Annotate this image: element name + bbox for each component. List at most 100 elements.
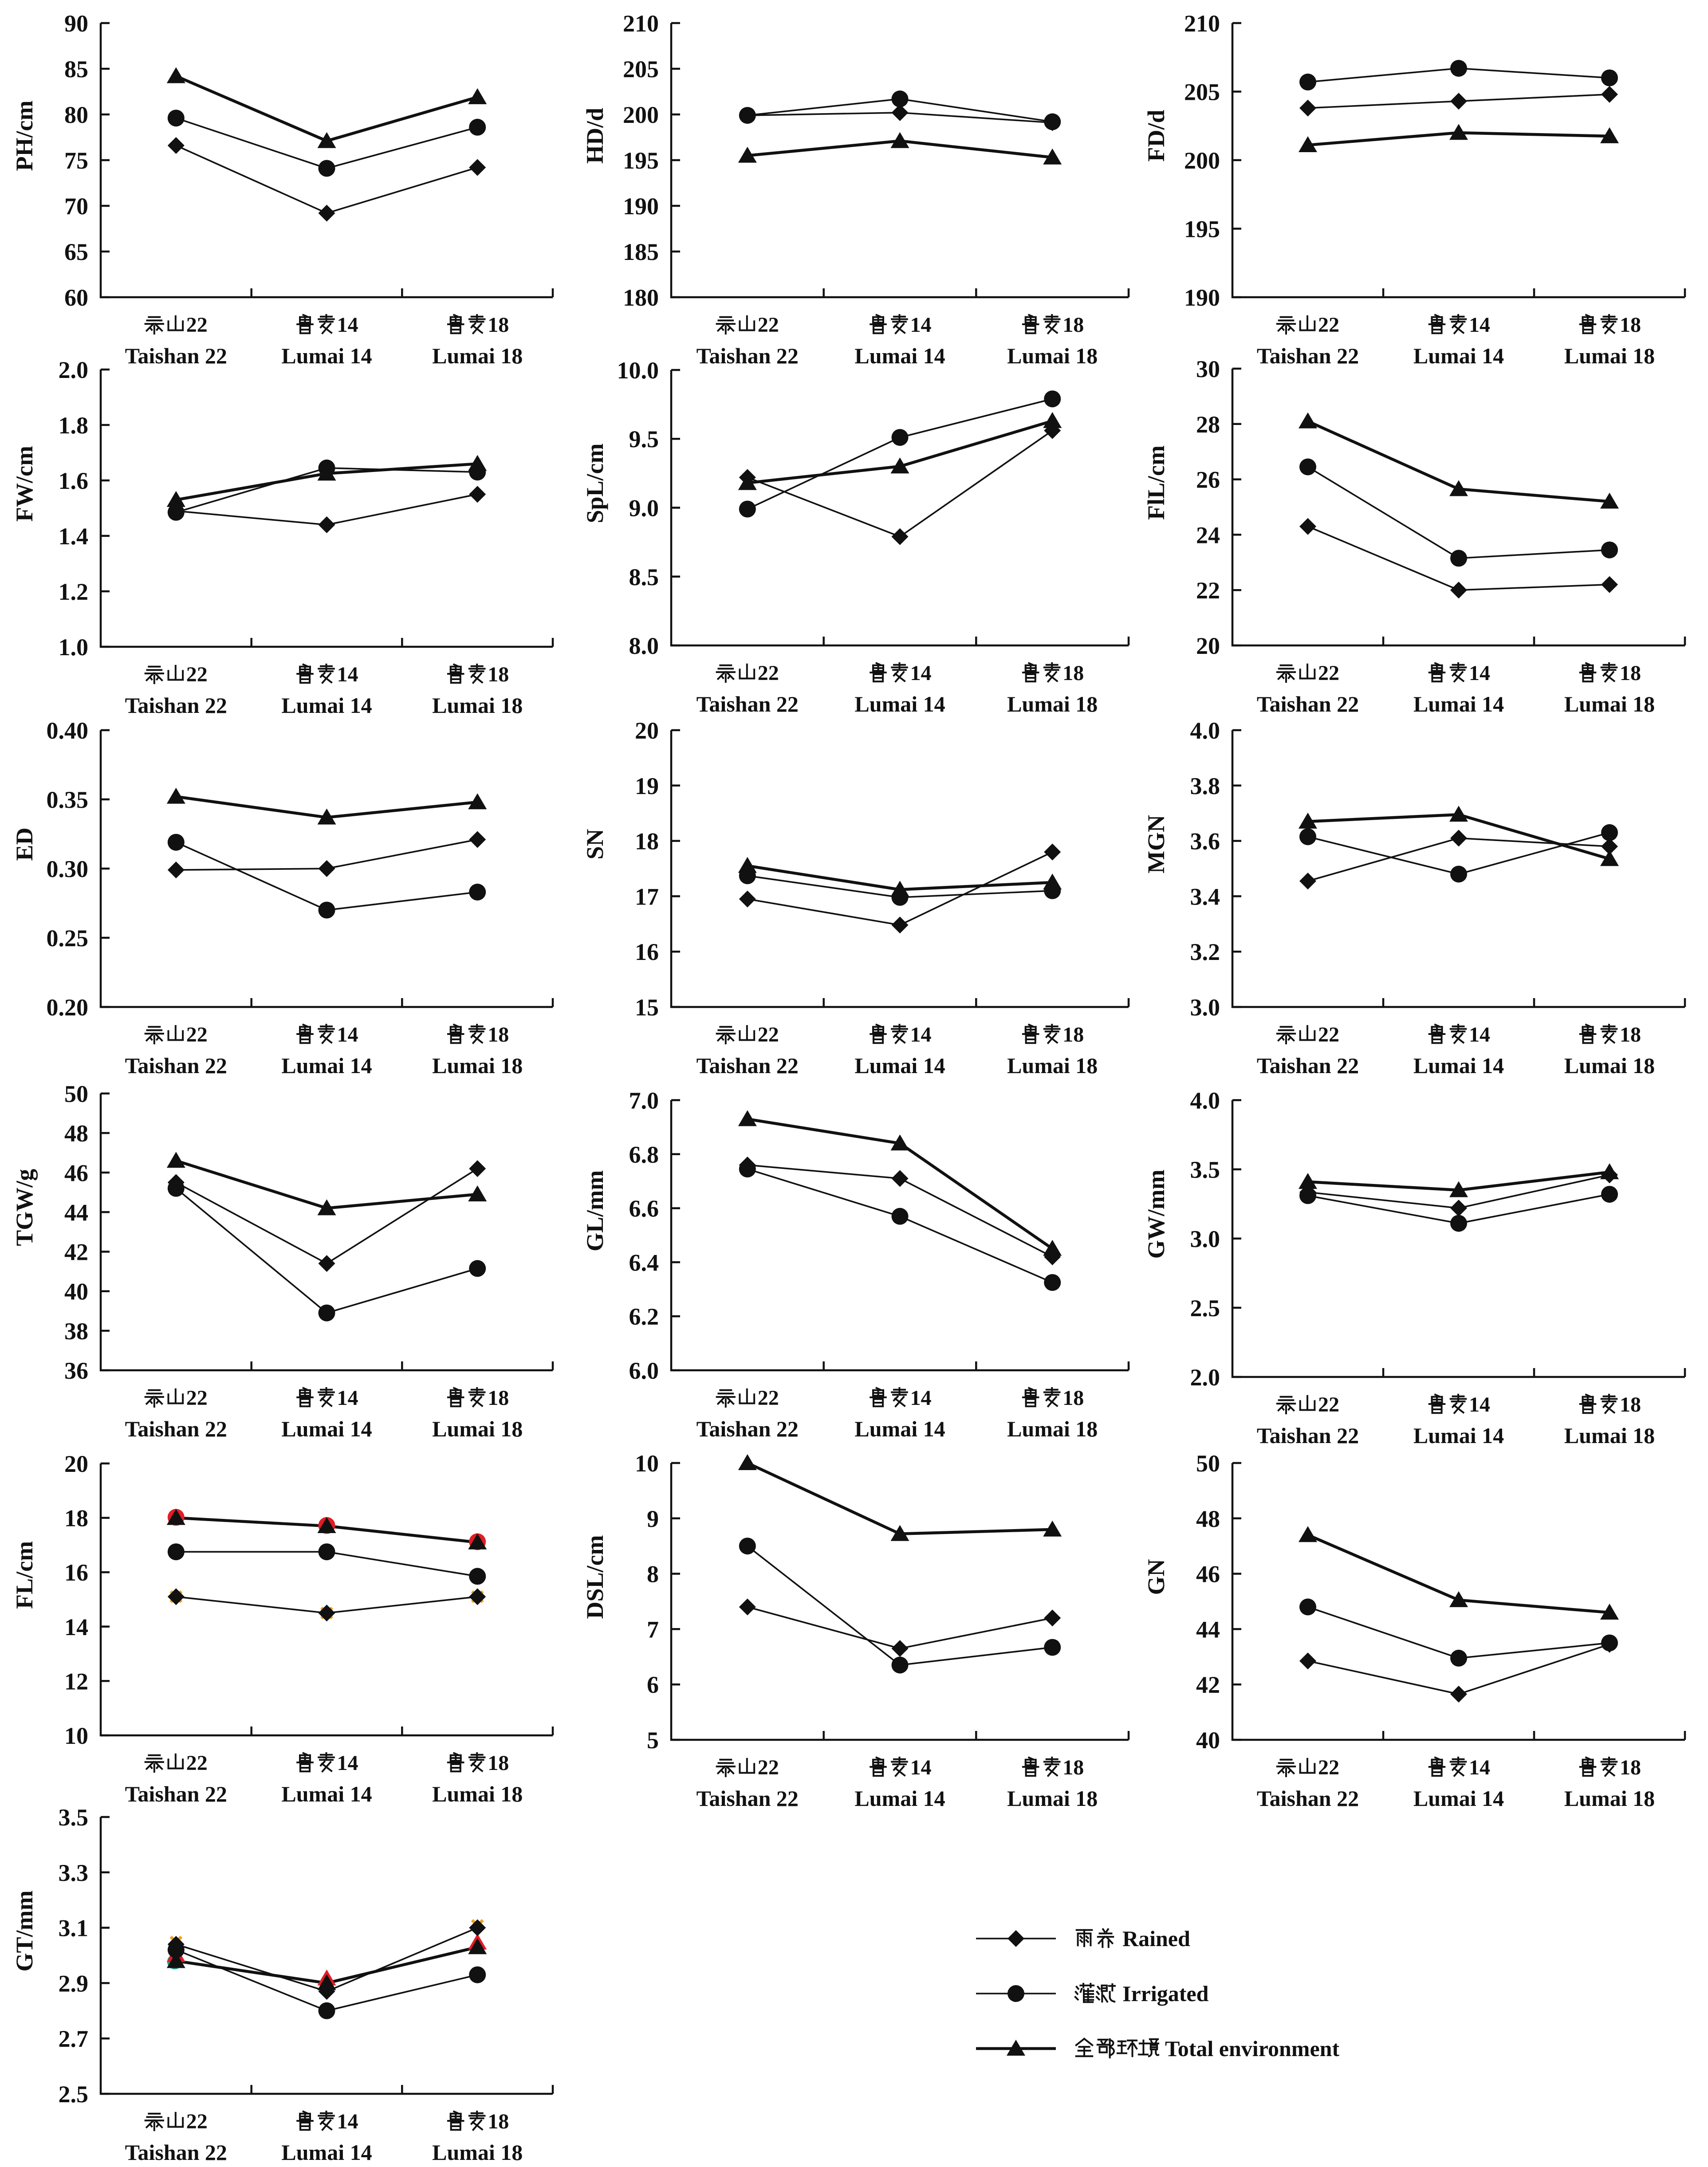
svg-text:44: 44 bbox=[1196, 1616, 1220, 1643]
svg-text:Lumai 18: Lumai 18 bbox=[1007, 1786, 1098, 1811]
svg-text:42: 42 bbox=[64, 1239, 88, 1266]
svg-text:48: 48 bbox=[1196, 1506, 1220, 1532]
svg-text:22: 22 bbox=[1196, 577, 1220, 604]
svg-text:6.4: 6.4 bbox=[629, 1249, 659, 1276]
svg-text:Lumai 14: Lumai 14 bbox=[1413, 1786, 1504, 1811]
svg-text:10: 10 bbox=[635, 1450, 659, 1477]
svg-text:3.1: 3.1 bbox=[59, 1915, 89, 1942]
svg-text:180: 180 bbox=[623, 284, 659, 311]
svg-text:6.0: 6.0 bbox=[629, 1357, 659, 1384]
svg-text:TGW/g: TGW/g bbox=[11, 1169, 38, 1246]
svg-text:3.0: 3.0 bbox=[1190, 994, 1220, 1021]
svg-text:80: 80 bbox=[64, 102, 88, 128]
svg-text:Lumai 14: Lumai 14 bbox=[281, 1053, 372, 1078]
svg-text:18: 18 bbox=[64, 1505, 88, 1532]
svg-text:22: 22 bbox=[186, 1751, 208, 1775]
svg-text:Lumai 18: Lumai 18 bbox=[1007, 1053, 1098, 1078]
svg-text:6: 6 bbox=[647, 1671, 659, 1698]
svg-text:36: 36 bbox=[64, 1357, 88, 1384]
svg-text:2.9: 2.9 bbox=[59, 1970, 89, 1997]
svg-text:0.20: 0.20 bbox=[47, 994, 89, 1021]
svg-text:Taishan 22: Taishan 22 bbox=[125, 1053, 227, 1078]
svg-text:200: 200 bbox=[1184, 147, 1220, 174]
svg-text:FlL/cm: FlL/cm bbox=[1143, 445, 1169, 520]
svg-text:3.6: 3.6 bbox=[1190, 828, 1220, 855]
svg-text:18: 18 bbox=[1620, 661, 1641, 685]
svg-text:9: 9 bbox=[647, 1506, 659, 1532]
svg-text:5: 5 bbox=[647, 1727, 659, 1754]
svg-text:14: 14 bbox=[337, 313, 358, 337]
svg-text:GT/mm: GT/mm bbox=[11, 1890, 38, 1971]
svg-text:20: 20 bbox=[635, 717, 659, 744]
svg-text:1.6: 1.6 bbox=[59, 468, 89, 494]
svg-text:26: 26 bbox=[1196, 467, 1220, 493]
svg-text:1.4: 1.4 bbox=[59, 523, 89, 550]
svg-text:38: 38 bbox=[64, 1318, 88, 1345]
svg-text:22: 22 bbox=[758, 1023, 779, 1046]
svg-text:22: 22 bbox=[758, 1756, 779, 1779]
svg-text:Lumai 14: Lumai 14 bbox=[854, 692, 945, 716]
svg-text:FW/cm: FW/cm bbox=[11, 446, 38, 522]
svg-text:22: 22 bbox=[1318, 1393, 1339, 1416]
svg-text:18: 18 bbox=[488, 1023, 509, 1046]
svg-text:16: 16 bbox=[635, 939, 659, 965]
svg-text:Lumai 14: Lumai 14 bbox=[281, 2140, 372, 2165]
svg-text:2.0: 2.0 bbox=[1190, 1364, 1220, 1391]
svg-text:22: 22 bbox=[1318, 1756, 1339, 1779]
svg-text:18: 18 bbox=[488, 1751, 509, 1775]
svg-text:3.3: 3.3 bbox=[59, 1860, 89, 1886]
svg-text:40: 40 bbox=[1196, 1727, 1220, 1754]
svg-text:Lumai 14: Lumai 14 bbox=[281, 1782, 372, 1806]
svg-text:3.5: 3.5 bbox=[59, 1804, 89, 1831]
svg-text:Lumai 18: Lumai 18 bbox=[1564, 692, 1655, 716]
svg-text:Taishan 22: Taishan 22 bbox=[1257, 692, 1359, 716]
svg-text:46: 46 bbox=[64, 1160, 88, 1186]
svg-text:46: 46 bbox=[1196, 1561, 1220, 1588]
svg-text:PH/cm: PH/cm bbox=[11, 101, 38, 171]
svg-text:DSL/cm: DSL/cm bbox=[582, 1535, 608, 1619]
svg-text:19: 19 bbox=[635, 773, 659, 799]
svg-text:Taishan 22: Taishan 22 bbox=[697, 1416, 799, 1441]
svg-text:1.0: 1.0 bbox=[59, 634, 89, 661]
svg-text:GL/mm: GL/mm bbox=[582, 1170, 608, 1251]
svg-text:Lumai 18: Lumai 18 bbox=[1007, 343, 1098, 368]
svg-text:Lumai 14: Lumai 14 bbox=[1413, 1423, 1504, 1448]
svg-text:Rained: Rained bbox=[1122, 1926, 1190, 1951]
svg-text:200: 200 bbox=[623, 102, 659, 128]
svg-text:70: 70 bbox=[64, 193, 88, 220]
svg-text:Lumai 18: Lumai 18 bbox=[432, 693, 523, 718]
svg-text:Lumai 18: Lumai 18 bbox=[1564, 1053, 1655, 1078]
svg-text:22: 22 bbox=[186, 1023, 208, 1046]
svg-text:9.5: 9.5 bbox=[629, 426, 659, 452]
svg-text:0.25: 0.25 bbox=[47, 925, 89, 952]
svg-text:14: 14 bbox=[910, 1023, 932, 1046]
svg-text:14: 14 bbox=[337, 2110, 358, 2133]
svg-text:Lumai 18: Lumai 18 bbox=[1007, 1416, 1098, 1441]
svg-text:6.8: 6.8 bbox=[629, 1141, 659, 1168]
svg-text:12: 12 bbox=[64, 1668, 88, 1695]
svg-text:22: 22 bbox=[186, 1386, 208, 1410]
svg-text:18: 18 bbox=[1063, 661, 1084, 685]
svg-text:Lumai 14: Lumai 14 bbox=[281, 693, 372, 718]
svg-text:Lumai 18: Lumai 18 bbox=[1564, 343, 1655, 368]
svg-text:Lumai 18: Lumai 18 bbox=[1007, 692, 1098, 716]
svg-text:MGN: MGN bbox=[1143, 815, 1169, 873]
svg-text:18: 18 bbox=[1620, 1023, 1641, 1046]
svg-text:0.30: 0.30 bbox=[47, 856, 89, 882]
svg-text:Taishan 22: Taishan 22 bbox=[1257, 1053, 1359, 1078]
svg-text:7.0: 7.0 bbox=[629, 1087, 659, 1114]
svg-text:20: 20 bbox=[1196, 633, 1220, 659]
svg-text:22: 22 bbox=[186, 313, 208, 337]
svg-text:4.0: 4.0 bbox=[1190, 717, 1220, 744]
svg-text:210: 210 bbox=[1184, 10, 1220, 37]
svg-text:14: 14 bbox=[910, 1386, 932, 1410]
svg-text:60: 60 bbox=[64, 284, 88, 311]
svg-text:14: 14 bbox=[910, 1756, 932, 1779]
svg-text:Taishan 22: Taishan 22 bbox=[125, 1416, 227, 1441]
svg-text:195: 195 bbox=[623, 147, 659, 174]
svg-text:1.2: 1.2 bbox=[59, 578, 89, 605]
svg-text:10.0: 10.0 bbox=[617, 357, 659, 384]
svg-text:Lumai 14: Lumai 14 bbox=[854, 343, 945, 368]
svg-text:3.5: 3.5 bbox=[1190, 1156, 1220, 1183]
svg-text:Taishan 22: Taishan 22 bbox=[125, 693, 227, 718]
